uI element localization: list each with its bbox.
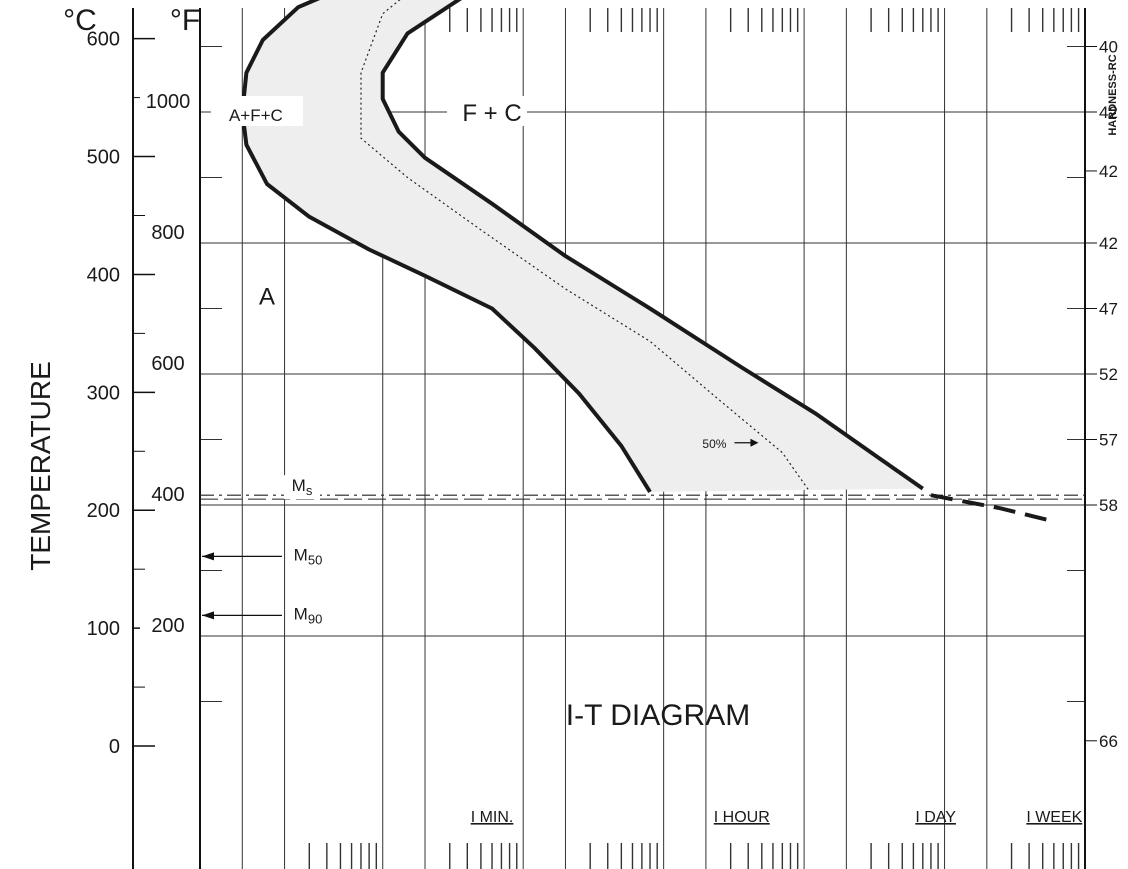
region-label: A+F+C	[229, 106, 283, 125]
chart-axes: 0100200300400500600700800200400600800100…	[87, 8, 1118, 869]
y-axis-title: TEMPERATURE	[25, 361, 56, 571]
fahrenheit-tick-label: 600	[151, 353, 184, 375]
hardness-axis-title: HARDNESS-RC	[1107, 54, 1119, 135]
ms-label: Ms	[292, 476, 313, 498]
martensite-arrowhead	[202, 611, 214, 620]
fifty-percent-curve	[360, 0, 811, 493]
hardness-value: 42	[1099, 162, 1118, 181]
time-marker-label: I HOUR	[714, 809, 770, 826]
martensite-label-bg	[287, 541, 339, 568]
hardness-value: 47	[1099, 300, 1118, 319]
celsius-tick-label: 0	[109, 736, 120, 758]
time-marker-label: I WEEK	[1026, 809, 1082, 826]
fahrenheit-tick-label: 400	[151, 484, 184, 506]
ms-label-bg	[284, 475, 320, 500]
celsius-tick-label: 100	[87, 618, 120, 640]
martensite-label: M90	[294, 604, 323, 626]
celsius-tick-label: 400	[87, 264, 120, 286]
hardness-value: 58	[1099, 496, 1118, 515]
fahrenheit-tick-label: 800	[151, 222, 184, 244]
fahrenheit-label-bg	[140, 221, 196, 243]
time-marker-label: I MIN.	[471, 809, 514, 826]
celsius-unit-label: °C	[63, 4, 97, 37]
time-marker-label: I DAY	[915, 809, 956, 826]
fifty-percent-label: 50%	[702, 437, 726, 451]
celsius-tick-label: 500	[87, 147, 120, 169]
fahrenheit-label-bg	[140, 483, 196, 505]
diagram-title: I-T DIAGRAM	[566, 699, 750, 732]
start-curve	[240, 0, 652, 493]
reference-lines	[200, 475, 1085, 627]
hardness-value: 42	[1099, 103, 1118, 122]
region-label-bg	[210, 96, 303, 126]
celsius-tick-label: 200	[87, 500, 120, 522]
transformation-band	[242, 0, 923, 492]
celsius-tick-label: 600	[87, 29, 120, 51]
martensite-label: M50	[294, 545, 323, 567]
hardness-value: 66	[1099, 732, 1118, 751]
finish-curve	[380, 0, 924, 491]
region-label: F + C	[462, 100, 521, 127]
hardness-value: 52	[1099, 365, 1118, 384]
martensite-arrowhead	[202, 552, 214, 561]
hardness-value: 42	[1099, 234, 1118, 253]
fahrenheit-tick-label: 200	[151, 615, 184, 637]
fifty-percent-arrowhead	[750, 438, 759, 447]
region-label: A	[259, 283, 275, 310]
fahrenheit-label-bg	[140, 352, 196, 374]
fahrenheit-label-bg	[140, 614, 196, 636]
martensite-label-bg	[287, 600, 339, 627]
region-label-bg	[447, 96, 528, 126]
fahrenheit-tick-label: 1000	[146, 91, 191, 113]
hardness-value: 40	[1099, 38, 1118, 57]
celsius-tick-label: 300	[87, 382, 120, 404]
fahrenheit-label-bg	[140, 90, 196, 112]
fahrenheit-unit-label: °F	[170, 4, 200, 37]
finish-extension-dashed	[930, 493, 1055, 524]
transformation-curves	[240, 0, 1055, 524]
hardness-value: 57	[1099, 431, 1118, 450]
